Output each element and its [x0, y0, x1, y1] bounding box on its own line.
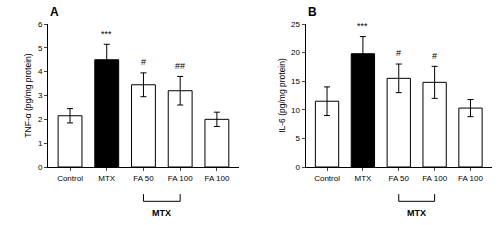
svg-text:0: 0 [295, 163, 300, 172]
svg-text:TNF-α (pg/mg protein): TNF-α (pg/mg protein) [23, 53, 33, 137]
svg-text:FA 50: FA 50 [133, 174, 154, 183]
svg-text:0: 0 [38, 163, 43, 172]
svg-text:A: A [50, 5, 59, 19]
svg-text:25: 25 [291, 20, 300, 29]
svg-text:MTX: MTX [407, 208, 426, 218]
svg-text:***: *** [101, 29, 112, 39]
svg-text:##: ## [175, 61, 185, 71]
svg-text:10: 10 [291, 106, 300, 115]
svg-text:5: 5 [295, 134, 300, 143]
svg-text:20: 20 [291, 48, 300, 57]
svg-text:#: # [396, 48, 401, 58]
svg-text:3: 3 [38, 91, 43, 100]
svg-text:6: 6 [38, 20, 43, 29]
svg-text:FA 100: FA 100 [422, 174, 447, 183]
svg-text:FA 100: FA 100 [458, 174, 483, 183]
svg-text:FA 100: FA 100 [168, 174, 193, 183]
svg-text:15: 15 [291, 77, 300, 86]
svg-text:***: *** [357, 21, 368, 31]
svg-text:B: B [308, 5, 317, 19]
svg-text:2: 2 [38, 115, 43, 124]
svg-text:MTX: MTX [152, 208, 171, 218]
svg-text:4: 4 [38, 67, 43, 76]
svg-text:5: 5 [38, 44, 43, 53]
svg-text:Control: Control [57, 174, 83, 183]
svg-text:Control: Control [314, 174, 340, 183]
svg-text:1: 1 [38, 139, 43, 148]
svg-text:FA 100: FA 100 [204, 174, 229, 183]
svg-text:MTX: MTX [98, 174, 116, 183]
svg-text:#: # [432, 51, 437, 61]
svg-text:MTX: MTX [354, 174, 372, 183]
svg-text:FA 50: FA 50 [389, 174, 410, 183]
svg-text:#: # [141, 57, 146, 67]
svg-text:IL-6 (pg/mg protein): IL-6 (pg/mg protein) [277, 58, 287, 133]
